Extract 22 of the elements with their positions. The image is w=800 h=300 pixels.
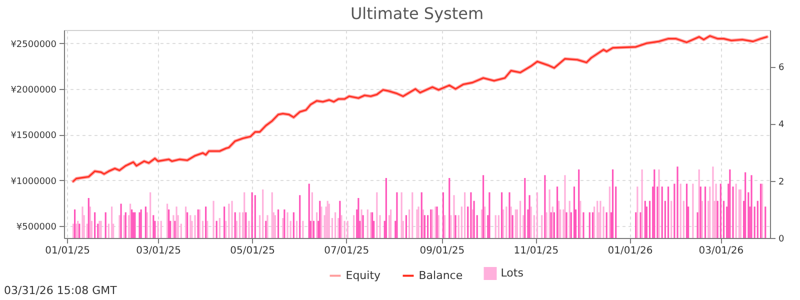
y-tick-label: ¥1500000 xyxy=(10,131,57,142)
chart-title: Ultimate System xyxy=(350,4,484,23)
x-tick-label: 01/01/25 xyxy=(45,246,90,256)
x-tick-label: 05/01/25 xyxy=(230,246,276,256)
x-tick-label: 11/01/25 xyxy=(514,246,559,256)
y-tick-label: ¥2500000 xyxy=(10,40,57,50)
y2-tick-label: 2 xyxy=(778,177,784,188)
y-tick-label: ¥2000000 xyxy=(10,85,57,96)
y2-tick-label: 4 xyxy=(778,120,784,130)
legend-label: Equity xyxy=(346,268,382,282)
y-tick-label: ¥1000000 xyxy=(10,176,57,187)
legend-label: Balance xyxy=(418,268,463,282)
text: 03/31/26 15:08 GMT xyxy=(4,284,117,297)
x-tick-label: 09/01/25 xyxy=(420,246,465,256)
legend-label: Lots xyxy=(500,266,524,280)
x-tick-label: 03/01/26 xyxy=(698,246,744,256)
y-tick-label: ¥500000 xyxy=(16,222,57,233)
x-tick-label: 03/01/25 xyxy=(136,246,181,256)
y2-tick-label: 0 xyxy=(778,234,784,244)
y2-tick-label: 6 xyxy=(778,63,784,74)
x-tick-label: 07/01/25 xyxy=(324,246,370,256)
x-tick-label: 01/01/26 xyxy=(608,246,653,256)
